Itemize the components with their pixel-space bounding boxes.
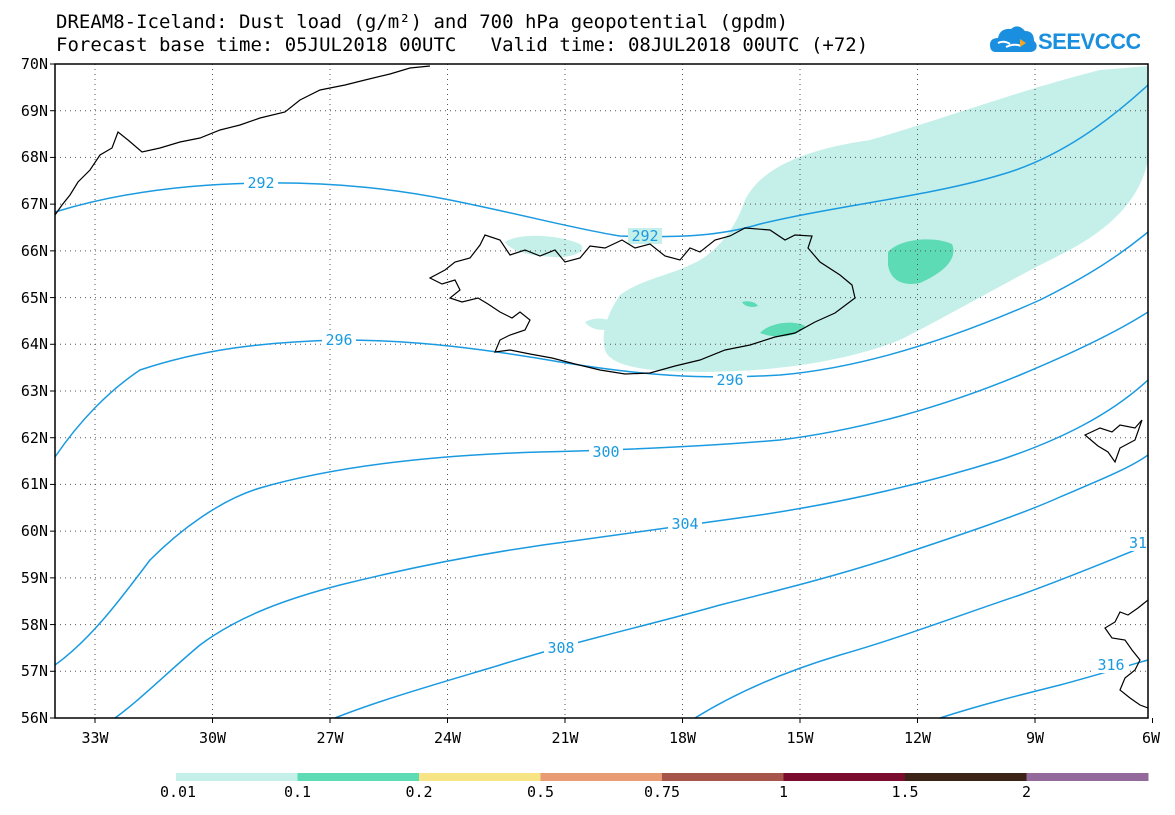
colorbar-segment xyxy=(419,773,541,781)
cloud-logo-icon xyxy=(990,26,1037,52)
lon-label: 9W xyxy=(1025,729,1045,747)
colorbar-label: 0.5 xyxy=(526,783,555,801)
dust-area-low-east xyxy=(603,66,1148,372)
map-subtitle: Forecast base time: 05JUL2018 00UTC Vali… xyxy=(56,34,869,56)
dust-area-low-small xyxy=(585,318,615,330)
geopotential-contours xyxy=(54,84,1149,719)
lat-label: 62N xyxy=(20,428,48,447)
lon-label: 24W xyxy=(433,729,462,747)
contour-308 xyxy=(334,454,1149,719)
contour-label: 296 xyxy=(325,331,352,349)
colorbar-segment xyxy=(297,773,420,781)
grid-lines xyxy=(55,64,1148,718)
lat-label: 69N xyxy=(20,101,48,120)
lon-label: 6W xyxy=(1141,729,1161,747)
lat-label: 66N xyxy=(20,241,48,260)
lat-label: 58N xyxy=(20,615,48,634)
contour-label: 296 xyxy=(716,371,743,389)
lat-label: 65N xyxy=(20,288,48,307)
colorbar-segment xyxy=(662,773,784,781)
seevccc-logo: SEEVCCC xyxy=(990,26,1140,54)
scotland-coastline xyxy=(1104,599,1149,709)
colorbar-segment xyxy=(905,773,1027,781)
faroe-islands-coastline xyxy=(1083,419,1143,464)
contour-label: 31 xyxy=(1129,534,1147,552)
iceland-coastline xyxy=(428,227,856,375)
dust-area-mid-tiny xyxy=(742,301,758,307)
contour-label: 292 xyxy=(631,227,658,245)
lat-label: 56N xyxy=(20,709,48,727)
tick-marks xyxy=(50,63,1153,723)
lat-label: 61N xyxy=(20,475,48,494)
colorbar-segment xyxy=(176,773,298,781)
colorbar-segment xyxy=(783,773,906,781)
lon-label: 30W xyxy=(198,729,227,747)
dust-area-low-west xyxy=(505,235,583,258)
contour-label: 308 xyxy=(547,639,574,657)
colorbar-label: 0.1 xyxy=(283,783,312,801)
lat-label: 64N xyxy=(20,335,48,354)
map-title: DREAM8-Iceland: Dust load (g/m²) and 700… xyxy=(56,11,789,33)
colorbar-label: 1.5 xyxy=(891,783,919,801)
contour-300 xyxy=(54,311,1149,666)
lon-label: 33W xyxy=(81,729,109,747)
lon-label: 12W xyxy=(903,729,932,747)
lat-label: 63N xyxy=(20,382,48,400)
contour-296 xyxy=(54,231,1149,458)
coastlines xyxy=(54,65,1149,709)
colorbar-label: 2 xyxy=(1021,783,1032,801)
lat-label: 59N xyxy=(20,568,48,587)
lon-label: 18W xyxy=(668,729,697,747)
logo-text: SEEVCCC xyxy=(1038,29,1140,54)
colorbar-label: 0.2 xyxy=(405,783,433,801)
contour-304 xyxy=(114,379,1149,719)
contour-label: 292 xyxy=(247,174,274,192)
lat-label: 70N xyxy=(20,55,48,73)
lat-label: 57N xyxy=(20,662,48,681)
lon-label: 21W xyxy=(551,729,579,747)
colorbar-label: 0.75 xyxy=(643,783,681,801)
lon-label: 27W xyxy=(316,729,344,747)
lat-label: 67N xyxy=(20,195,48,214)
colorbar xyxy=(176,773,1149,781)
greenland-coastline xyxy=(54,65,431,216)
contour-label: 300 xyxy=(592,443,619,461)
lat-label: 60N xyxy=(20,522,48,541)
contour-312 xyxy=(694,544,1149,719)
lat-label: 68N xyxy=(20,148,48,167)
contour-label: 316 xyxy=(1097,656,1124,674)
dust-area-mid-east xyxy=(888,239,954,284)
contour-label: 304 xyxy=(671,515,698,533)
colorbar-segment xyxy=(1026,773,1149,781)
colorbar-label: 0.01 xyxy=(159,783,197,801)
colorbar-segment xyxy=(540,773,663,781)
colorbar-label: 1 xyxy=(778,783,789,801)
lon-label: 15W xyxy=(786,729,814,747)
